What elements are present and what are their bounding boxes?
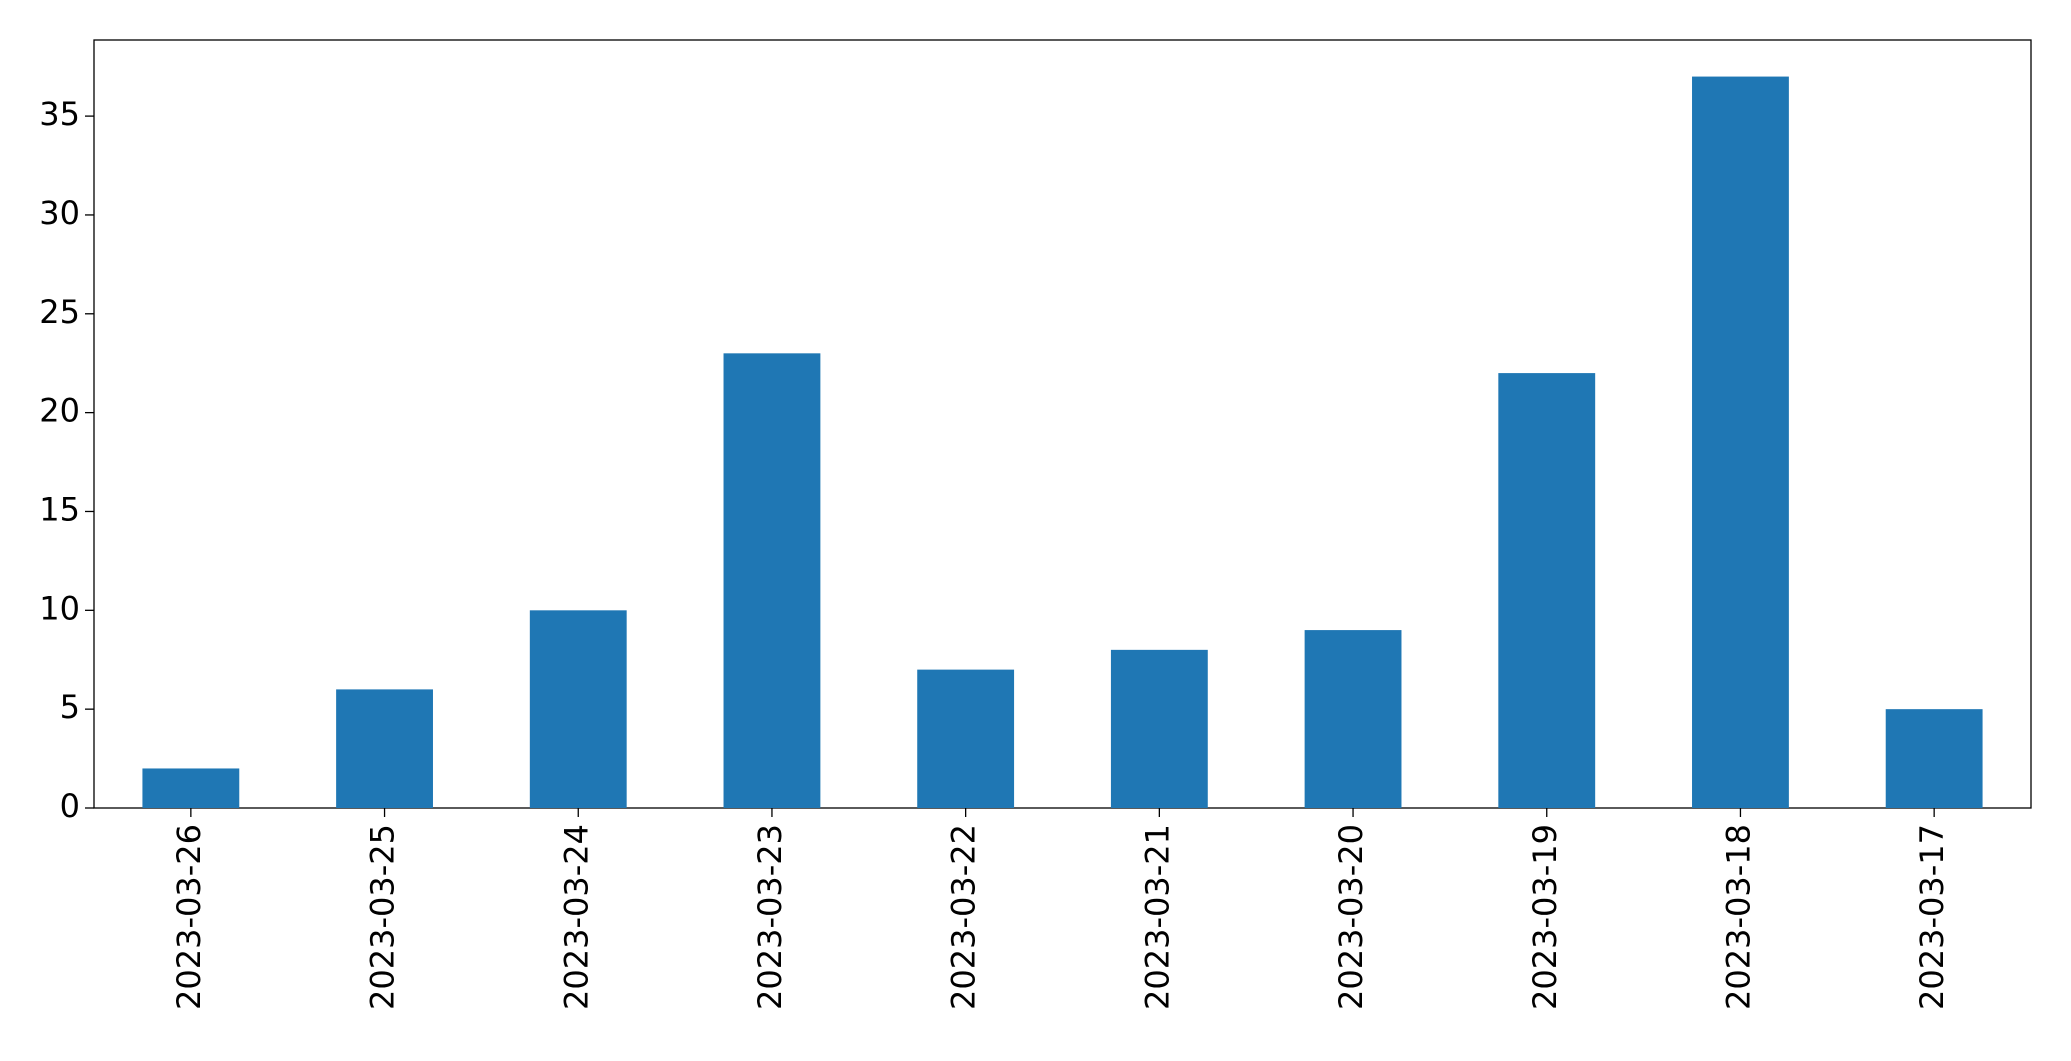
x-tick-label: 2023-03-26: [170, 824, 208, 1010]
y-tick-label: 30: [39, 194, 80, 232]
x-tick-label: 2023-03-23: [751, 824, 789, 1010]
y-tick-label: 25: [39, 293, 80, 331]
bar: [142, 768, 240, 808]
plot-frame: [93, 39, 2032, 809]
bar: [529, 610, 627, 808]
bar: [1692, 76, 1789, 809]
bar: [336, 689, 433, 808]
x-tick-label: 2023-03-24: [557, 824, 595, 1010]
x-tick-label: 2023-03-25: [364, 824, 402, 1010]
bar: [1885, 709, 1983, 808]
y-tick-label: 35: [39, 95, 80, 133]
y-tick-label: 15: [39, 490, 80, 528]
x-tick-label: 2023-03-21: [1138, 824, 1176, 1010]
bar: [917, 669, 1015, 808]
x-tick-label: 2023-03-19: [1526, 824, 1564, 1010]
bar: [1498, 373, 1596, 808]
y-tick-label: 5: [60, 688, 80, 726]
x-tick-label: 2023-03-18: [1719, 824, 1757, 1010]
x-tick-label: 2023-03-20: [1332, 824, 1370, 1010]
bar: [1304, 630, 1402, 808]
bar: [723, 353, 821, 808]
y-tick-label: 20: [39, 392, 80, 430]
y-tick-label: 0: [60, 787, 80, 825]
y-tick-label: 10: [39, 589, 80, 627]
x-tick-label: 2023-03-22: [945, 824, 983, 1010]
bar: [1110, 649, 1208, 808]
x-tick-label: 2023-03-17: [1913, 824, 1951, 1010]
